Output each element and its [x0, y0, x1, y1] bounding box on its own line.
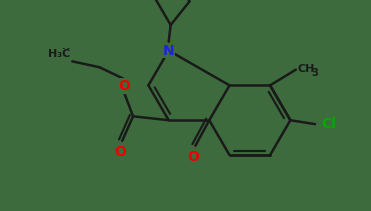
Text: CH: CH [298, 64, 315, 74]
Text: O: O [114, 145, 126, 159]
Text: O: O [187, 150, 199, 164]
Text: 3: 3 [311, 68, 318, 78]
Text: Cl: Cl [322, 117, 336, 131]
Text: H: H [61, 48, 69, 58]
Text: H₃C: H₃C [48, 49, 70, 59]
Text: O: O [118, 79, 130, 93]
Text: N: N [163, 43, 174, 58]
